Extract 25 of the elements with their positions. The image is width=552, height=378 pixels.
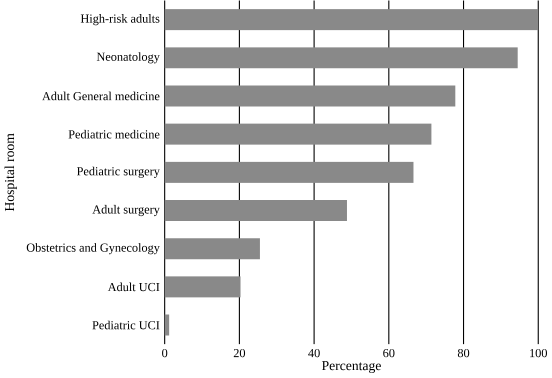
- x-tick-label: 20: [234, 349, 246, 358]
- x-tick-label: 80: [458, 349, 470, 358]
- y-tick-label: Pediatric UCI: [92, 320, 160, 330]
- y-tick-label: Adult surgery: [92, 205, 160, 216]
- x-tick-label: 0: [162, 349, 168, 358]
- y-tick-label: Adult General medicine: [42, 92, 160, 101]
- bar: [164, 238, 260, 260]
- bar: [164, 124, 432, 145]
- y-axis-title: Hospital room: [4, 134, 17, 212]
- bar: [164, 9, 538, 30]
- y-tick-label: Neonatology: [96, 52, 160, 64]
- y-tick-label: High-risk adults: [80, 14, 160, 26]
- x-tick-label: 60: [383, 349, 394, 358]
- bar: [164, 48, 518, 69]
- bar: [164, 276, 241, 298]
- x-tick-label: 40: [308, 349, 320, 358]
- bar: [164, 86, 456, 107]
- y-tick-label: Pediatric surgery: [76, 166, 160, 178]
- x-axis-title: Percentage: [322, 361, 381, 374]
- y-tick-label: Pediatric medicine: [68, 130, 160, 139]
- bar: [164, 200, 347, 222]
- bar: [164, 162, 414, 184]
- y-tick-label: Adult UCI: [108, 282, 160, 292]
- x-tick-label: 100: [530, 349, 547, 358]
- y-tick-label: Obstetrics and Gynecology: [26, 243, 160, 254]
